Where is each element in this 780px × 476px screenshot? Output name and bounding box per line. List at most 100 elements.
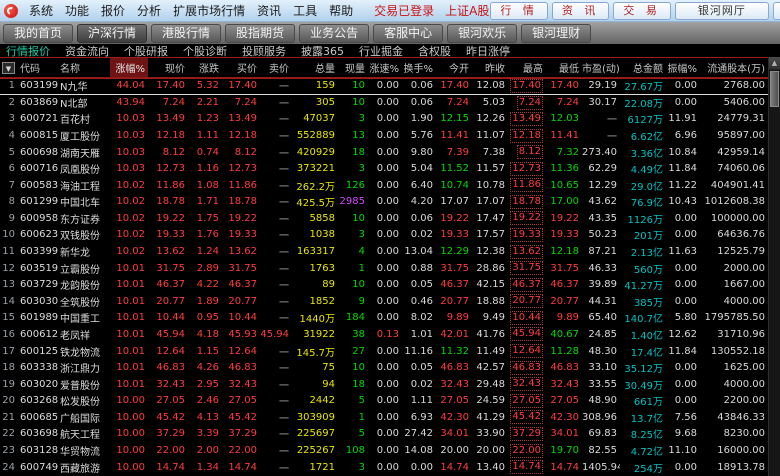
col-header-stock-name[interactable]: 名称 bbox=[58, 57, 110, 78]
col-header-bid[interactable]: 买价 bbox=[222, 57, 260, 78]
col-header-amount[interactable]: 总金额 bbox=[620, 57, 666, 78]
trade-button[interactable]: 交 易 bbox=[613, 1, 671, 20]
bid: 12.73 bbox=[228, 163, 257, 175]
table-row[interactable]: 22 603698 航天工程 10.00 37.29 3.39 37.29 一 225697 5 0… bbox=[0, 426, 768, 443]
table-row[interactable]: 17 600125 铁龙物流 10.01 12.64 1.15 12.64 一 145.7万 27… bbox=[0, 343, 768, 360]
tab-notices[interactable]: 业务公告 bbox=[299, 23, 370, 43]
col-header-speed-pct[interactable]: 涨速% bbox=[368, 57, 402, 78]
row-num: 10 bbox=[2, 229, 15, 241]
col-header-volume[interactable]: 总量 bbox=[292, 57, 338, 78]
speed-pct: 0.00 bbox=[376, 97, 399, 109]
menu-extended-market[interactable]: 扩展市场行情 bbox=[173, 4, 246, 18]
scrollbar-thumb[interactable] bbox=[770, 71, 779, 107]
subtab-rights-stocks[interactable]: 含权股 bbox=[418, 44, 451, 58]
table-row[interactable]: 24 600749 西藏旅游 10.00 14.74 1.34 14.74 一 1721 3 0.0… bbox=[0, 459, 768, 476]
open: 17.40 bbox=[436, 77, 472, 95]
table-row[interactable]: 5 600698 湖南天雁 10.03 8.12 0.74 8.12 一 420929 18 0.0… bbox=[0, 144, 768, 161]
table-row[interactable]: 1 603199 N九华 44.04 17.40 5.32 17.40 一 159 10 0.00 0… bbox=[0, 77, 768, 95]
price: 19.33 bbox=[156, 229, 185, 241]
tab-service-center[interactable]: 客服中心 bbox=[373, 23, 444, 43]
subtab-stock-research[interactable]: 个股研报 bbox=[124, 44, 168, 58]
stock-code: 600716 bbox=[20, 163, 58, 175]
table-row[interactable]: 18 603338 浙江鼎力 10.01 46.83 4.26 46.83 一 75 10 0.00… bbox=[0, 359, 768, 376]
news-button[interactable]: 资 讯 bbox=[551, 1, 610, 20]
col-header-high[interactable]: 最高 bbox=[508, 57, 546, 78]
tab-galaxy-wealth[interactable]: 银河理财 bbox=[521, 23, 592, 43]
vertical-scrollbar[interactable]: ▲ bbox=[768, 57, 780, 476]
stock-name: 双钱股份 bbox=[60, 231, 100, 243]
col-header-price[interactable]: 现价 bbox=[148, 57, 188, 78]
happy-q-button[interactable]: 欢乐Q bbox=[772, 1, 780, 20]
table-row[interactable]: 20 603268 松发股份 10.00 27.05 2.46 27.05 一 2442 5 0.0… bbox=[0, 392, 768, 409]
col-header-pe-dynamic[interactable]: 市盈(动) bbox=[582, 57, 620, 78]
table-row[interactable]: 23 603128 华贸物流 10.00 22.00 2.00 22.00 一 225267 10… bbox=[0, 442, 768, 459]
cur-volume: 1 bbox=[358, 262, 365, 274]
turnover-pct: 0.02 bbox=[410, 378, 433, 390]
price: 11.86 bbox=[156, 179, 185, 191]
table-row[interactable]: 13 603729 龙韵股份 10.01 46.37 4.22 46.37 一 89 10 0.00… bbox=[0, 276, 768, 293]
table-row[interactable]: 6 600716 凤凰股份 10.03 12.73 1.16 12.73 一 373221 3 0.… bbox=[0, 160, 768, 177]
stock-code: 603030 bbox=[20, 295, 58, 307]
col-header-row-num[interactable]: ▼ bbox=[0, 57, 18, 78]
menu-function[interactable]: 功能 bbox=[65, 4, 90, 18]
subtab-industry-gold[interactable]: 行业掘金 bbox=[359, 44, 403, 58]
table-row[interactable]: 10 600623 双钱股份 10.02 19.33 1.76 19.33 一 1038 3 0.0… bbox=[0, 227, 768, 244]
table-row[interactable]: 2 603869 N北部 43.94 7.24 2.21 7.24 一 305 10 0.00 0.0… bbox=[0, 94, 768, 111]
col-header-cur-volume[interactable]: 现量 bbox=[338, 57, 368, 78]
galaxy-portal-button[interactable]: 银河网厅 bbox=[674, 1, 769, 20]
table-row[interactable]: 15 601989 中国重工 10.01 10.44 0.95 10.44 一 1440万 184… bbox=[0, 310, 768, 327]
float-shares: 24779.31 bbox=[717, 113, 765, 125]
table-row[interactable]: 11 603399 新华龙 10.02 13.62 1.24 13.62 一 163317 4 0.… bbox=[0, 243, 768, 260]
price: 18.78 bbox=[156, 196, 185, 208]
table-row[interactable]: 4 600815 厦工股份 10.03 12.18 1.11 12.18 一 552889 13 0… bbox=[0, 127, 768, 144]
scroll-up-icon[interactable]: ▲ bbox=[769, 57, 780, 70]
menu-analysis[interactable]: 分析 bbox=[137, 4, 162, 18]
menu-help[interactable]: 帮助 bbox=[329, 4, 354, 18]
subtab-money-flow[interactable]: 资金流向 bbox=[65, 44, 109, 58]
tab-hs-market[interactable]: 沪深行情 bbox=[77, 23, 148, 43]
pe-dynamic: 43.35 bbox=[588, 212, 617, 224]
col-header-turnover-pct[interactable]: 换手% bbox=[402, 57, 436, 78]
quote-button[interactable]: 行 情 bbox=[490, 1, 548, 20]
col-header-amplitude-pct[interactable]: 振幅% bbox=[666, 57, 700, 78]
table-row[interactable]: 3 600721 百花村 10.03 13.49 1.23 13.49 一 47037 3 0.00… bbox=[0, 111, 768, 128]
prev-close: 10.78 bbox=[476, 179, 505, 191]
table-row[interactable]: 14 603030 全筑股份 10.01 20.77 1.89 20.77 一 1852 9 0.0… bbox=[0, 293, 768, 310]
bid: 20.77 bbox=[228, 295, 257, 307]
subtab-advisor-service[interactable]: 投顾服务 bbox=[242, 44, 286, 58]
table-row[interactable]: 12 603519 立霸股份 10.01 31.75 2.89 31.75 一 1763 1 0.0… bbox=[0, 260, 768, 277]
subtab-quote-list[interactable]: 行情报价 bbox=[6, 44, 50, 58]
subtab-stock-diagnosis[interactable]: 个股诊断 bbox=[183, 44, 227, 58]
table-row[interactable]: 9 600958 东方证券 10.02 19.22 1.75 19.22 一 5858 10 0.0… bbox=[0, 210, 768, 227]
tab-hk-market[interactable]: 港股行情 bbox=[151, 23, 222, 43]
turnover-pct: 0.02 bbox=[410, 229, 433, 241]
table-row[interactable]: 16 600612 老凤祥 10.01 45.94 4.18 45.93 45.94 31922… bbox=[0, 326, 768, 343]
col-header-prev-close[interactable]: 昨收 bbox=[472, 57, 508, 78]
col-header-ask[interactable]: 卖价 bbox=[260, 57, 292, 78]
subtab-disclosure-365[interactable]: 披露365 bbox=[301, 44, 344, 58]
table-row[interactable]: 19 603020 爱普股份 10.01 32.43 2.95 32.43 一 94 18 0.00… bbox=[0, 376, 768, 393]
col-header-low[interactable]: 最低 bbox=[546, 57, 582, 78]
tab-galaxy-fun[interactable]: 银河欢乐 bbox=[447, 23, 518, 43]
tab-home[interactable]: 我的首页 bbox=[3, 23, 74, 43]
col-header-stock-code[interactable]: 代码 bbox=[18, 57, 58, 78]
table-row[interactable]: 21 600685 广船国际 10.00 45.42 4.13 45.42 一 303909 1 0… bbox=[0, 409, 768, 426]
table-row[interactable]: 8 601299 中国北车 10.02 18.78 1.71 18.78 一 425.5万 298… bbox=[0, 194, 768, 211]
column-config-dropdown-icon[interactable]: ▼ bbox=[2, 61, 15, 74]
menu-quote[interactable]: 报价 bbox=[101, 4, 126, 18]
col-header-change[interactable]: 涨跌 bbox=[188, 57, 222, 78]
prev-close: 18.88 bbox=[476, 295, 505, 307]
menu-news[interactable]: 资讯 bbox=[257, 4, 282, 18]
float-shares: 43846.33 bbox=[717, 411, 765, 423]
price: 12.64 bbox=[156, 345, 185, 357]
col-header-float-shares[interactable]: 流通股本(万) bbox=[700, 57, 768, 78]
menu-system[interactable]: 系统 bbox=[29, 4, 54, 18]
ask: 一 bbox=[279, 231, 289, 243]
tab-index-futures[interactable]: 股指期货 bbox=[225, 23, 296, 43]
table-row[interactable]: 7 600583 海油工程 10.02 11.86 1.08 11.86 一 262.2万 126… bbox=[0, 177, 768, 194]
menu-tools[interactable]: 工具 bbox=[293, 4, 318, 18]
col-header-pct-change[interactable]: 涨幅% bbox=[110, 57, 148, 78]
col-header-open[interactable]: 今开 bbox=[436, 57, 472, 78]
subtab-yesterday-limit-up[interactable]: 昨日涨停 bbox=[466, 44, 510, 58]
high: 45.94 bbox=[510, 327, 543, 342]
